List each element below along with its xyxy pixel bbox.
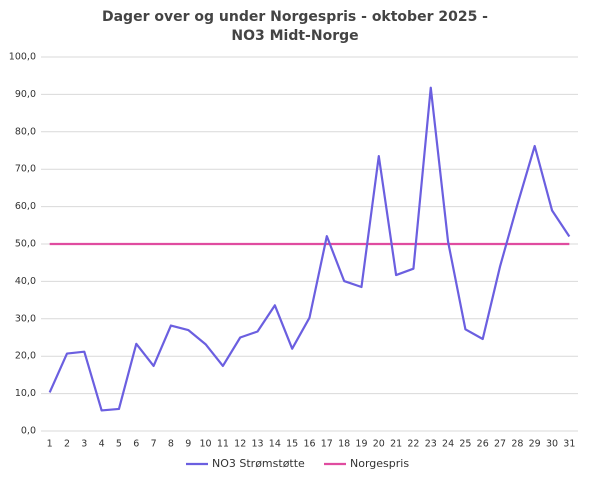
x-tick-label: 8 — [168, 439, 174, 450]
x-tick-label: 5 — [116, 439, 122, 450]
y-tick-label: 40,0 — [15, 276, 36, 287]
y-tick-label: 100,0 — [9, 52, 36, 63]
y-tick-label: 10,0 — [15, 388, 36, 399]
y-tick-label: 50,0 — [15, 239, 36, 250]
x-tick-label: 2 — [64, 439, 70, 450]
x-tick-label: 24 — [442, 439, 454, 450]
y-tick-label: 20,0 — [15, 351, 36, 362]
x-tick-label: 21 — [390, 439, 402, 450]
x-tick-label: 25 — [459, 439, 471, 450]
chart-title: NO3 Midt-Norge — [231, 28, 358, 44]
x-tick-label: 10 — [200, 439, 212, 450]
y-tick-label: 80,0 — [15, 126, 36, 137]
x-tick-label: 7 — [151, 439, 157, 450]
x-tick-label: 15 — [286, 439, 298, 450]
x-tick-label: 28 — [511, 439, 523, 450]
x-tick-label: 16 — [303, 439, 315, 450]
chart-title: Dager over og under Norgespris - oktober… — [102, 9, 488, 25]
x-tick-label: 29 — [529, 439, 541, 450]
x-tick-label: 6 — [133, 439, 139, 450]
x-tick-label: 9 — [185, 439, 191, 450]
x-tick-label: 12 — [234, 439, 246, 450]
y-tick-label: 90,0 — [15, 89, 36, 100]
x-tick-label: 22 — [407, 439, 419, 450]
x-tick-label: 23 — [425, 439, 437, 450]
y-tick-label: 30,0 — [15, 313, 36, 324]
x-tick-label: 20 — [373, 439, 385, 450]
x-tick-label: 17 — [321, 439, 333, 450]
x-tick-label: 26 — [477, 439, 489, 450]
legend-label: Norgespris — [350, 457, 409, 470]
y-tick-label: 0,0 — [21, 426, 36, 437]
x-tick-label: 27 — [494, 439, 506, 450]
y-tick-label: 70,0 — [15, 164, 36, 175]
x-tick-label: 14 — [269, 439, 281, 450]
x-tick-label: 3 — [81, 439, 87, 450]
x-tick-label: 31 — [563, 439, 575, 450]
y-tick-label: 60,0 — [15, 201, 36, 212]
x-tick-label: 11 — [217, 439, 229, 450]
x-tick-label: 13 — [251, 439, 263, 450]
x-tick-label: 19 — [355, 439, 367, 450]
x-tick-label: 18 — [338, 439, 350, 450]
x-tick-label: 1 — [47, 439, 53, 450]
series-line — [48, 86, 571, 412]
legend-label: NO3 Strømstøtte — [212, 457, 305, 470]
x-tick-label: 30 — [546, 439, 558, 450]
x-tick-label: 4 — [99, 439, 105, 450]
